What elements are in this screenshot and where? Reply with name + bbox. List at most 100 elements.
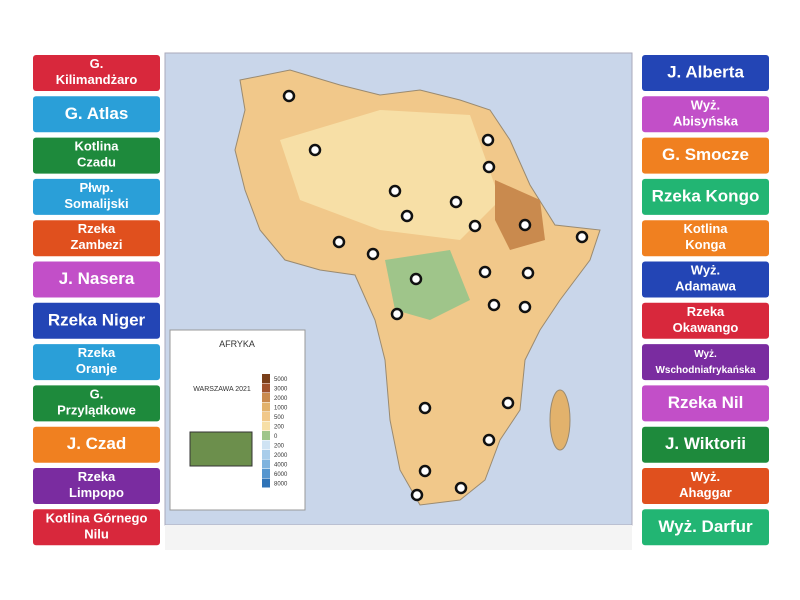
- pin[interactable]: [518, 300, 532, 314]
- label-text[interactable]: J. Alberta: [667, 62, 744, 81]
- label-tile[interactable]: [33, 344, 160, 381]
- label-text[interactable]: G. Kilimandżaro: [56, 56, 138, 87]
- label-text[interactable]: G. Przylądkowe: [57, 387, 136, 418]
- label-tile[interactable]: [33, 261, 160, 298]
- label-text[interactable]: Wyż. Darfur: [658, 517, 753, 536]
- scale-swatch: [262, 393, 270, 402]
- pin[interactable]: [418, 464, 432, 478]
- pin[interactable]: [409, 272, 423, 286]
- label-tile[interactable]: [33, 385, 160, 422]
- pin[interactable]: [390, 307, 404, 321]
- label-tile[interactable]: [33, 55, 160, 91]
- pin[interactable]: [575, 230, 589, 244]
- label-tile[interactable]: [642, 55, 769, 91]
- congo-basin: [385, 250, 470, 320]
- label-text[interactable]: Kotlina Czadu: [74, 139, 119, 170]
- pin[interactable]: [308, 143, 322, 157]
- sahara: [280, 110, 500, 240]
- scale-swatch: [262, 431, 270, 440]
- label-text[interactable]: Płwp. Somalijski: [64, 180, 128, 211]
- pin[interactable]: [282, 89, 296, 103]
- label-text[interactable]: Rzeka Kongo: [652, 186, 760, 205]
- label-tile[interactable]: [33, 96, 160, 133]
- pin[interactable]: [418, 401, 432, 415]
- scale-swatch: [262, 459, 270, 469]
- label-text[interactable]: Wyż. Ahaggar: [679, 469, 732, 500]
- pin[interactable]: [487, 298, 501, 312]
- pin[interactable]: [521, 266, 535, 280]
- label-text[interactable]: G. Smocze: [662, 145, 749, 164]
- label-tile[interactable]: [642, 261, 769, 298]
- legend-strip: [165, 525, 632, 550]
- pin[interactable]: [388, 184, 402, 198]
- scale-label: 2000: [274, 396, 288, 402]
- label-tile[interactable]: [642, 468, 769, 504]
- scale-label: 1000: [274, 406, 288, 412]
- label-tile[interactable]: [33, 178, 160, 215]
- pin[interactable]: [449, 195, 463, 209]
- scale-label: 200: [274, 444, 285, 450]
- scale-swatch: [262, 374, 270, 383]
- label-text[interactable]: G. Atlas: [65, 104, 129, 123]
- label-text[interactable]: Wyż. Adamawa: [675, 263, 736, 294]
- logo: [189, 431, 253, 467]
- label-tile[interactable]: [642, 344, 769, 381]
- scale-label: 0: [274, 434, 278, 440]
- label-tile[interactable]: [642, 426, 769, 463]
- pin[interactable]: [468, 219, 482, 233]
- scale-swatch: [262, 383, 270, 393]
- label-tile[interactable]: [33, 302, 160, 339]
- label-tile[interactable]: [33, 509, 160, 546]
- label-text[interactable]: J. Wiktorii: [665, 434, 746, 453]
- scale-label: 4000: [274, 463, 288, 469]
- scale-swatch: [262, 440, 270, 450]
- label-text[interactable]: Kotlina Konga: [683, 222, 728, 253]
- label-tile[interactable]: [642, 137, 769, 174]
- pin[interactable]: [366, 247, 380, 261]
- pin[interactable]: [482, 433, 496, 447]
- label-text[interactable]: Rzeka Limpopo: [69, 469, 124, 500]
- pin[interactable]: [478, 265, 492, 279]
- scale-swatch: [262, 402, 270, 412]
- pin[interactable]: [482, 160, 496, 174]
- scale-label: 200: [274, 425, 285, 431]
- scale-swatch: [262, 469, 270, 478]
- label-text[interactable]: Rzeka Okawango: [673, 304, 739, 335]
- label-tile[interactable]: [33, 137, 160, 174]
- label-tile[interactable]: [642, 385, 769, 422]
- label-text[interactable]: Rzeka Oranje: [76, 346, 117, 377]
- label-text[interactable]: J. Nasera: [59, 269, 135, 288]
- label-text[interactable]: Kotlina Górnego Nilu: [46, 511, 148, 542]
- label-text[interactable]: Rzeka Nil: [668, 393, 744, 412]
- pin[interactable]: [518, 218, 532, 232]
- label-text[interactable]: Rzeka Zambezi: [70, 222, 122, 253]
- label-tile[interactable]: [642, 178, 769, 215]
- pin[interactable]: [410, 488, 424, 502]
- label-tile[interactable]: [642, 302, 769, 339]
- map-subtitle: WARSZAWA 2021: [193, 386, 251, 393]
- scale-label: 2000: [274, 453, 288, 459]
- label-text[interactable]: Rzeka Niger: [48, 310, 146, 329]
- scale-label: 6000: [274, 472, 288, 478]
- scale-swatch: [262, 478, 270, 488]
- label-text[interactable]: Wyż. Abisyńska: [673, 98, 739, 129]
- label-text[interactable]: Wyż. Wschodniafrykańska: [655, 349, 755, 376]
- scale-swatch: [262, 421, 270, 431]
- pin[interactable]: [501, 396, 515, 410]
- pin[interactable]: [481, 133, 495, 147]
- label-tile[interactable]: [642, 220, 769, 257]
- madagascar: [549, 389, 571, 451]
- pin[interactable]: [332, 235, 346, 249]
- label-tile[interactable]: [33, 468, 160, 504]
- label-tile[interactable]: [642, 509, 769, 546]
- pin[interactable]: [454, 481, 468, 495]
- label-tile[interactable]: [33, 220, 160, 257]
- highlands: [495, 180, 545, 250]
- label-tile[interactable]: [33, 426, 160, 463]
- scale-label: 3000: [274, 387, 288, 393]
- scale-label: 500: [274, 415, 285, 421]
- pin[interactable]: [400, 209, 414, 223]
- label-tile[interactable]: [642, 96, 769, 133]
- label-text[interactable]: J. Czad: [67, 434, 127, 453]
